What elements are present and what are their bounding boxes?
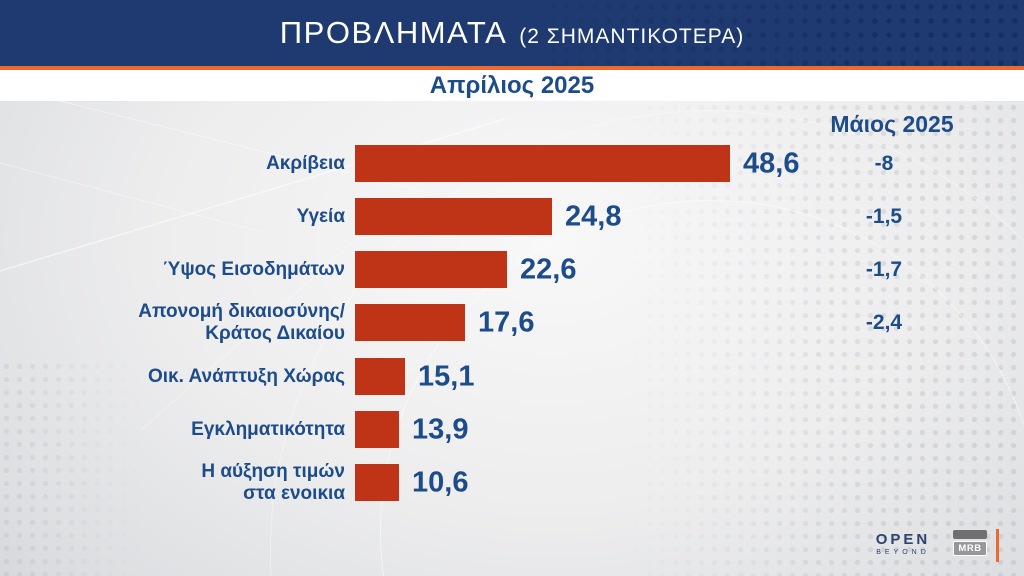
category-label: Ύψος Εισοδημάτων [162, 258, 345, 280]
open-logo-tagline: BEYOND [876, 549, 930, 556]
period-banner: Απρίλιος 2025 [0, 70, 1024, 101]
category-label: Η αύξηση τιμών στα ενοικια [201, 460, 345, 504]
category-label: Ακρίβεια [266, 152, 345, 174]
delta-value: -2,4 [865, 310, 903, 334]
bar-value-label: 15,1 [418, 360, 475, 392]
open-channel-logo: OPEN BEYOND [866, 531, 940, 556]
bar [355, 304, 465, 341]
bar-value-label: 17,6 [478, 306, 535, 338]
chart-row: Η αύξηση τιμών στα ενοικια 10,6 [0, 461, 1024, 504]
category-label: Οικ. Ανάπτυξη Χώρας [148, 365, 345, 387]
bar [355, 145, 730, 182]
bar [355, 198, 552, 235]
category-label: Απονομή δικαιοσύνης/ Κράτος Δικαίου [138, 300, 345, 344]
period-label: Απρίλιος 2025 [429, 71, 595, 99]
chart-row: Οικ. Ανάπτυξη Χώρας 15,1 [0, 358, 1024, 395]
chart-row: Ακρίβεια 48,6 -8 [0, 145, 1024, 182]
orange-divider [0, 66, 1024, 70]
bar [355, 411, 399, 448]
chart-row: Ύψος Εισοδημάτων 22,6 -1,7 [0, 251, 1024, 288]
bar-value-label: 24,8 [565, 200, 622, 232]
delta-value: -1,5 [865, 204, 903, 228]
bar [355, 464, 399, 501]
delta-value: -1,7 [865, 257, 903, 281]
bar [355, 251, 507, 288]
bar-value-label: 13,9 [412, 413, 469, 445]
chart-row: Εγκληματικότητα 13,9 [0, 411, 1024, 448]
header-bar: ΠΡΟΒΛΗΜΑΤΑ (2 ΣΗΜΑΝΤΙΚΟΤΕΡΑ) [0, 0, 1024, 66]
chart-row: Υγεία 24,8 -1,5 [0, 198, 1024, 235]
mrb-logo-text: MRB [953, 541, 987, 556]
open-logo-text: OPEN [875, 531, 931, 548]
category-label: Εγκληματικότητα [191, 418, 345, 440]
category-label: Υγεία [296, 205, 345, 227]
mrb-logo-bar [953, 530, 987, 539]
bar [355, 358, 405, 395]
chart-row: Απονομή δικαιοσύνης/ Κράτος Δικαίου 17,6… [0, 301, 1024, 344]
comparison-column-header: Μάιος 2025 [830, 111, 954, 137]
mrb-logo: MRB [953, 530, 987, 556]
delta-value: -8 [874, 151, 894, 175]
orange-tick-mark [996, 529, 999, 562]
bar-value-label: 48,6 [743, 147, 800, 179]
bar-value-label: 22,6 [520, 253, 577, 285]
bar-value-label: 10,6 [412, 466, 469, 498]
